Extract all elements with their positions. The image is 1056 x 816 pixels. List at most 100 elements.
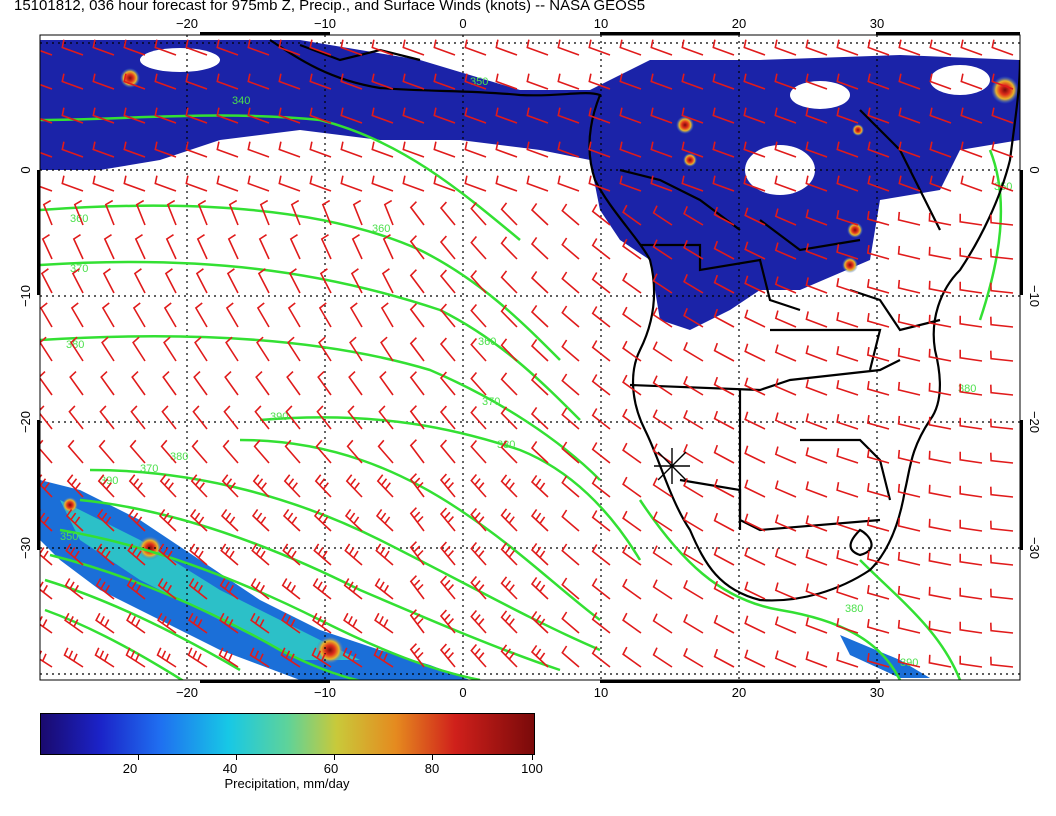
wind-barb [40, 405, 53, 430]
wind-barb [132, 302, 146, 328]
wind-barb [187, 647, 208, 668]
wind-barb [313, 543, 332, 566]
wind-barb [959, 417, 983, 430]
wind-barb [683, 545, 704, 566]
wind-barb [257, 268, 270, 294]
wind-barb [255, 371, 270, 396]
wind-barb [185, 73, 208, 90]
wind-barb [774, 310, 797, 328]
wind-barb [41, 234, 53, 260]
wind-barb [40, 151, 53, 158]
wind-barb [95, 578, 115, 600]
wind-barb [681, 39, 704, 56]
wind-barb [220, 543, 239, 566]
wind-barb [652, 239, 673, 260]
wind-barb [402, 107, 425, 124]
wind-barb [713, 240, 735, 260]
wind-barb [439, 371, 456, 396]
wind-barb [70, 336, 84, 362]
wind-barb [65, 543, 84, 566]
wind-barb [526, 73, 549, 90]
wind-barb [526, 39, 549, 56]
wind-barb [154, 141, 177, 158]
wind-barb [652, 375, 673, 396]
wind-barb [247, 39, 270, 56]
wind-barb [191, 439, 208, 464]
wind-barb [70, 302, 84, 328]
wind-barb [622, 204, 642, 226]
wind-barb [126, 578, 146, 600]
wind-barb [774, 480, 797, 498]
colorbar-tick [532, 755, 533, 760]
wind-barb [530, 338, 549, 362]
wind-barb [340, 141, 363, 158]
wind-barb [470, 507, 487, 532]
wind-barb [561, 543, 580, 566]
wind-barb [345, 474, 363, 498]
wind-barb [897, 313, 921, 328]
wind-barb [157, 578, 177, 600]
wind-barb [380, 302, 394, 328]
wind-barb [500, 508, 518, 532]
wind-barb [375, 543, 394, 566]
wind-barb [928, 552, 952, 566]
coastlines [269, 39, 1020, 602]
wind-barb [805, 447, 828, 464]
svg-text:380: 380 [845, 603, 863, 615]
wind-barb [897, 585, 921, 600]
wind-barb [439, 201, 456, 226]
wind-barb [990, 486, 1014, 498]
wind-barb [470, 643, 487, 668]
wind-barb [73, 199, 84, 226]
wind-barb [129, 439, 146, 464]
wind-barb [681, 107, 704, 124]
wind-barb [774, 378, 797, 396]
wind-barb [216, 175, 239, 192]
wind-barb [836, 618, 859, 634]
wind-barb [990, 316, 1014, 328]
svg-text:380: 380 [170, 451, 188, 463]
wind-barb [382, 234, 394, 260]
wind-barb [928, 654, 952, 668]
wind-barb [154, 73, 177, 90]
wind-barb [409, 473, 425, 498]
wind-barb [253, 439, 270, 464]
wind-barb [312, 612, 332, 634]
wind-barb [185, 141, 208, 158]
wind-barb [530, 270, 549, 294]
svg-text:360: 360 [478, 336, 496, 348]
wind-barb [713, 580, 735, 600]
wind-barb [897, 619, 921, 634]
wind-barb [290, 199, 301, 226]
wind-barb [836, 39, 859, 56]
wind-barb [163, 336, 177, 362]
wind-barb [561, 203, 580, 226]
wind-barb [278, 175, 301, 192]
wind-barb [591, 340, 611, 362]
wind-barb [929, 107, 952, 124]
wind-barb [713, 648, 735, 668]
wind-barb [227, 234, 239, 260]
wind-barb [866, 652, 890, 668]
wind-barb [959, 485, 983, 498]
wind-barb [683, 511, 704, 532]
wind-barb [681, 175, 704, 192]
svg-text:0: 0 [459, 685, 466, 700]
lon-ticks-bottom: −20 −10 0 10 20 30 [176, 685, 884, 700]
wind-barb [712, 39, 735, 56]
wind-barb [286, 371, 301, 396]
wind-barb [774, 514, 797, 532]
wind-barb [154, 107, 177, 124]
wind-barb [409, 507, 425, 532]
wind-barb [371, 39, 394, 56]
wind-barb [132, 336, 146, 362]
wind-barb [321, 199, 332, 226]
lat-ticks-left: 0 −10 −20 −30 [18, 166, 33, 559]
wind-barb [622, 340, 642, 362]
wind-barb [95, 612, 115, 634]
wind-barb [712, 107, 735, 124]
wind-barb [561, 611, 580, 634]
wind-barb [774, 242, 797, 260]
wind-barb [194, 302, 208, 328]
wind-barb [712, 73, 735, 90]
